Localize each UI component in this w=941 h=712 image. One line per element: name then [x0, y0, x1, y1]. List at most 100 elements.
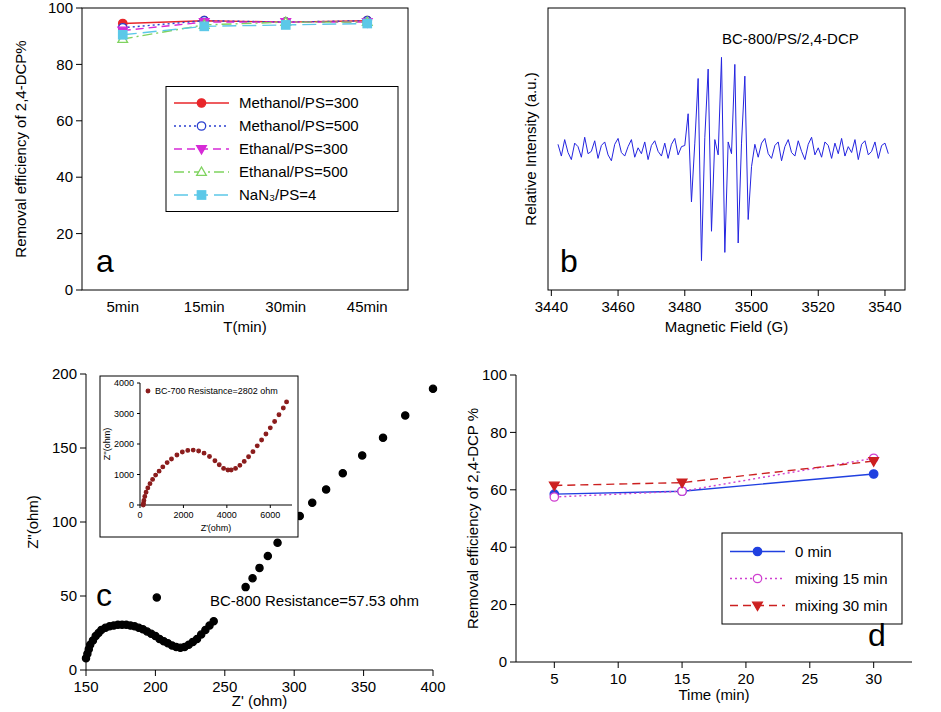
x-tick [363, 670, 364, 676]
x-axis [140, 505, 292, 506]
data-point [217, 463, 221, 467]
y-tick [76, 120, 82, 121]
data-point [222, 467, 226, 471]
y-tick-label: 60 [490, 481, 507, 498]
x-tick-label: 3480 [668, 298, 701, 315]
data-point [268, 426, 272, 430]
x-tick-label: 5min [106, 298, 139, 315]
data-point [869, 458, 879, 466]
data-point [213, 459, 217, 463]
chart: 344034603480350035203540Magnetic Field (… [522, 8, 905, 335]
x-tick-label: 4000 [217, 510, 237, 520]
legend-text: Ethanal/PS=500 [239, 163, 348, 180]
data-point [197, 449, 201, 453]
series-line [554, 461, 873, 485]
legend-marker [753, 547, 761, 555]
y-tick-label: 3000 [114, 409, 134, 419]
legend-marker [753, 602, 763, 610]
x-tick [294, 670, 295, 676]
y-tick [510, 662, 516, 663]
x-tick-label: 350 [351, 678, 376, 695]
data-point [170, 457, 174, 461]
data-point [264, 552, 271, 559]
x-tick [183, 505, 184, 508]
data-point [255, 444, 259, 448]
y-tick-label: 20 [490, 596, 507, 613]
data-point [260, 438, 264, 442]
figure: 0204060801005min15min30min45minT(min)Rem… [0, 0, 941, 712]
x-tick-label: 150 [73, 678, 98, 695]
data-point [273, 420, 277, 424]
y-axis-label: Removal efficiency of 2,4-DCP % [464, 408, 481, 629]
x-tick-label: 25 [801, 670, 818, 687]
annotation: BC-800 Resistance=57.53 ohm [210, 592, 419, 609]
data-point [242, 460, 246, 464]
data-point [175, 453, 179, 457]
y-tick-label: 100 [52, 513, 77, 530]
y-tick-label: 200 [52, 365, 77, 382]
x-tick [270, 505, 271, 508]
plot-area [558, 57, 888, 260]
y-axis [516, 375, 517, 662]
data-point [142, 499, 146, 503]
data-point [161, 465, 165, 469]
x-tick-label: 0 [137, 510, 142, 520]
y-tick-label: 100 [482, 366, 507, 383]
series-line [554, 474, 873, 494]
x-axis-label: Magnetic Field (G) [665, 318, 788, 335]
y-axis-label: Relative Intensity (a.u.) [522, 72, 539, 225]
data-point [165, 461, 169, 465]
x-tick [745, 662, 746, 668]
chart: 050100150200150200250300350400Z' (ohm)Z"… [24, 365, 446, 709]
y-tick-label: 1000 [114, 470, 134, 480]
x-tick-label: 15 [674, 670, 691, 687]
data-point [362, 19, 372, 27]
legend-text: Methanol/PS=300 [239, 94, 359, 111]
y-tick [137, 413, 140, 414]
data-point [181, 450, 185, 454]
chart: 02040608010051015202530Time (min)Removal… [464, 366, 912, 703]
y-tick [80, 596, 86, 597]
x-tick [751, 290, 752, 296]
y-tick [510, 489, 516, 490]
y-tick-label: 80 [56, 56, 73, 73]
plot-area [118, 16, 372, 42]
data-point [119, 31, 127, 39]
x-axis [516, 662, 912, 663]
x-axis [86, 670, 433, 671]
x-tick-label: 3460 [601, 298, 634, 315]
data-point [210, 618, 217, 625]
y-tick [510, 604, 516, 605]
x-tick [155, 670, 156, 676]
x-tick [618, 662, 619, 668]
data-point [251, 450, 255, 454]
y-tick-label: 100 [48, 0, 73, 16]
data-point [234, 467, 238, 471]
series-line [123, 24, 368, 35]
data-point [550, 493, 558, 501]
y-tick-label: 40 [56, 168, 73, 185]
y-tick-label: 150 [52, 439, 77, 456]
data-point [429, 385, 436, 392]
data-point [154, 473, 158, 477]
legend-marker [197, 122, 205, 130]
data-point [402, 412, 409, 419]
data-point [339, 470, 346, 477]
data-point [238, 464, 242, 468]
data-point [256, 564, 263, 571]
y-tick [80, 522, 86, 523]
inset-frame [100, 376, 298, 537]
data-point [186, 449, 190, 453]
x-tick-label: 10 [610, 670, 627, 687]
x-tick-label: 3500 [735, 298, 768, 315]
data-point [869, 470, 877, 478]
x-tick-label: 5 [550, 670, 558, 687]
chart: 010002000300040000200040006000Z'(ohm)Z''… [100, 376, 298, 537]
legend-marker [197, 146, 207, 154]
data-point [264, 432, 268, 436]
y-tick [80, 670, 86, 671]
data-point [151, 478, 155, 482]
y-tick-label: 60 [56, 112, 73, 129]
y-tick [80, 374, 86, 375]
annotation: a [96, 243, 114, 279]
